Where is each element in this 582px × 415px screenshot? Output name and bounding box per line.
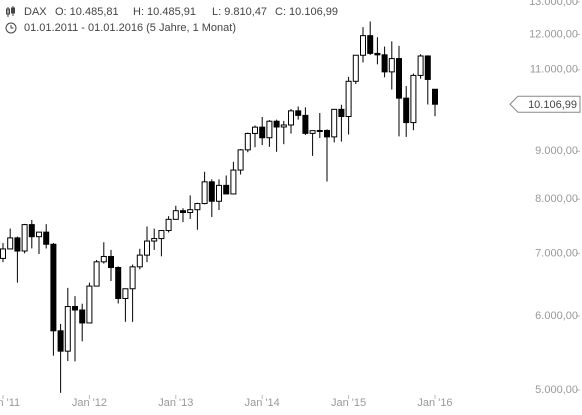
header-name: DAX bbox=[24, 6, 47, 18]
candle-body bbox=[216, 184, 222, 202]
price-marker bbox=[509, 95, 581, 113]
candle-body bbox=[201, 181, 208, 205]
candle-body bbox=[345, 80, 352, 117]
y-tick-label: 9.000,00 bbox=[535, 145, 578, 157]
candle-body bbox=[388, 58, 395, 73]
candle-body bbox=[28, 224, 35, 238]
candle-body bbox=[187, 209, 194, 214]
header-range: 01.01.2011 - 01.01.2016 (5 Jahre, 1 Mona… bbox=[24, 22, 236, 34]
candle-body bbox=[21, 224, 28, 252]
clock-icon bbox=[5, 22, 17, 34]
candle-body bbox=[309, 130, 316, 134]
candle-body bbox=[266, 120, 273, 139]
candle-body bbox=[230, 169, 237, 195]
candle-body bbox=[14, 237, 21, 252]
candle-body bbox=[302, 114, 309, 134]
y-tick-label: 7.000,00 bbox=[535, 247, 578, 259]
candle-body bbox=[7, 237, 14, 250]
candle-icon bbox=[6, 6, 15, 17]
candle-body bbox=[324, 129, 330, 138]
candle-body bbox=[259, 126, 266, 139]
candle-body bbox=[100, 255, 107, 263]
candle-body bbox=[288, 110, 294, 126]
candle-body bbox=[374, 52, 381, 56]
candle-body bbox=[180, 210, 186, 214]
candle-body bbox=[72, 306, 78, 311]
x-tick-label: Jan '14 bbox=[245, 397, 280, 409]
candle-body bbox=[93, 261, 100, 287]
header-open: O: 10.485,81 bbox=[55, 6, 119, 18]
candle-body bbox=[367, 35, 374, 54]
candle-body bbox=[165, 218, 172, 232]
candle-body bbox=[338, 108, 345, 117]
candle-body bbox=[151, 238, 158, 242]
y-tick-label: 6.000,00 bbox=[535, 310, 578, 322]
candle-body bbox=[360, 35, 366, 56]
candle-body bbox=[295, 110, 302, 116]
candle-body bbox=[50, 243, 57, 332]
candle-body bbox=[144, 240, 150, 256]
y-tick-label: 11.000,00 bbox=[530, 64, 578, 76]
candle-body bbox=[403, 97, 410, 124]
candle-body bbox=[273, 120, 280, 128]
candle-body bbox=[252, 126, 258, 134]
candle-body bbox=[316, 129, 323, 132]
candle-body bbox=[432, 88, 438, 105]
candle-body bbox=[352, 54, 359, 82]
candle-body bbox=[410, 74, 417, 124]
candle-body bbox=[79, 309, 86, 324]
header-high: H: 10.485,91 bbox=[133, 6, 196, 18]
candle-body bbox=[136, 254, 143, 268]
x-tick-label: Jan '13 bbox=[158, 397, 193, 409]
candle-body bbox=[172, 210, 179, 220]
x-tick-label: Jan '16 bbox=[417, 397, 452, 409]
x-tick-label: Jan '15 bbox=[331, 397, 366, 409]
candle-body bbox=[129, 266, 136, 290]
y-tick-label: 8.000,00 bbox=[535, 193, 578, 205]
candle-body bbox=[424, 55, 431, 80]
candle-body bbox=[331, 108, 338, 138]
price-label: 10.106,99 bbox=[528, 99, 577, 111]
candle-body bbox=[237, 149, 244, 171]
candle-body bbox=[0, 248, 6, 259]
candle-body bbox=[57, 330, 64, 352]
y-tick-label: 13.000,00 bbox=[529, 0, 578, 8]
candle-body bbox=[115, 266, 122, 299]
candle-body bbox=[417, 55, 424, 76]
candle-body bbox=[64, 306, 71, 352]
y-tick-label: 12.000,00 bbox=[529, 28, 578, 40]
candle-body bbox=[122, 288, 129, 299]
y-tick-label: 5.000,00 bbox=[535, 384, 578, 396]
candle-body bbox=[396, 58, 402, 99]
candle-body bbox=[208, 181, 215, 202]
candle-body bbox=[36, 231, 42, 238]
candle-body bbox=[280, 124, 287, 128]
candle-body bbox=[223, 184, 230, 195]
x-tick-label: Jan '12 bbox=[72, 397, 107, 409]
candle-body bbox=[158, 230, 165, 240]
candle-body bbox=[108, 255, 114, 268]
candle-body bbox=[86, 285, 93, 324]
candle-body bbox=[244, 132, 251, 151]
candle-body bbox=[381, 54, 388, 73]
x-tick-label: Jan '11 bbox=[0, 397, 20, 409]
candle-body bbox=[43, 231, 50, 245]
header-low: L: 9.810,47 bbox=[212, 6, 267, 18]
candle-body bbox=[194, 203, 201, 211]
header-close: C: 10.106,99 bbox=[275, 6, 338, 18]
